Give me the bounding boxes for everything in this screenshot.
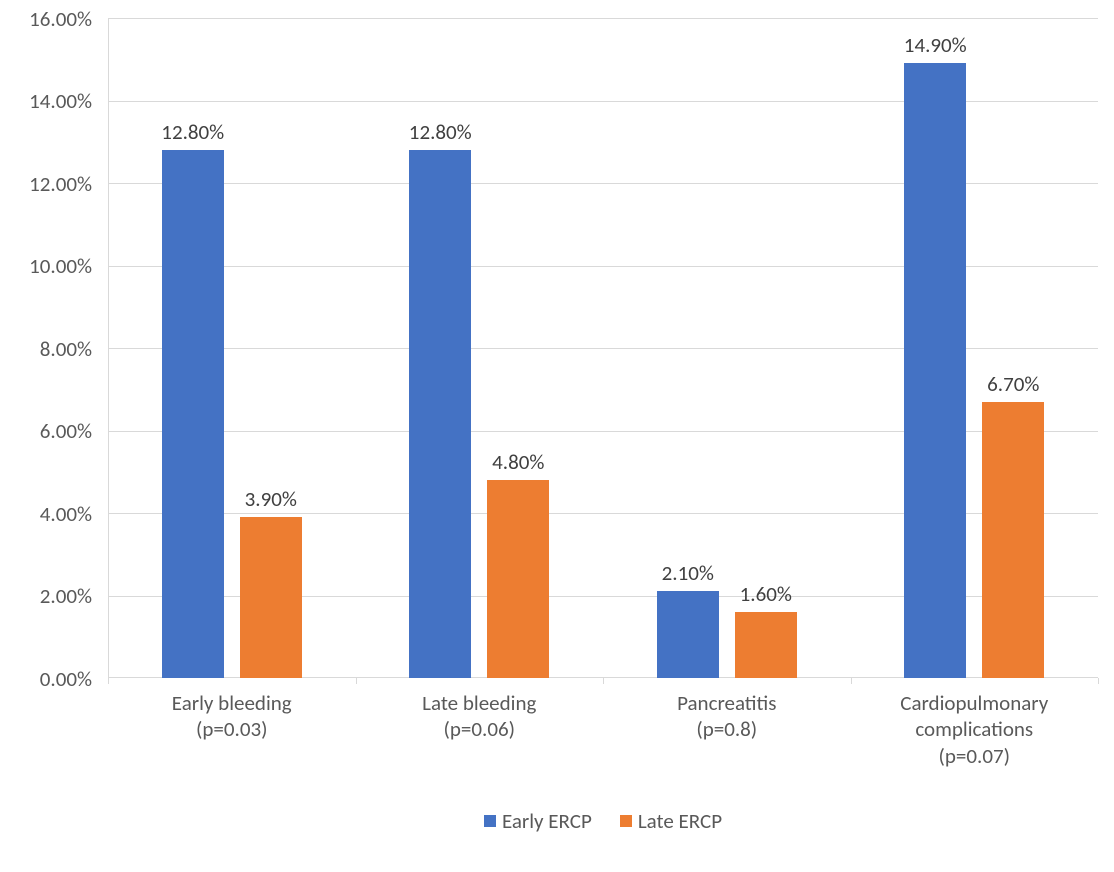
- x-tick-label: Pancreatitis (p=0.8): [603, 690, 851, 743]
- data-label: 4.80%: [463, 449, 573, 475]
- data-label: 3.90%: [216, 486, 326, 512]
- legend-label: Late ERCP: [638, 808, 722, 834]
- y-tick-label: 10.00%: [0, 253, 92, 279]
- data-label: 12.80%: [138, 119, 248, 145]
- data-label: 12.80%: [385, 119, 495, 145]
- y-tick-label: 14.00%: [0, 88, 92, 114]
- y-tick-label: 16.00%: [0, 6, 92, 32]
- x-tick-mark: [603, 678, 604, 684]
- bar-late-ercp: [735, 612, 797, 678]
- legend: Early ERCP Late ERCP: [108, 808, 1098, 834]
- y-tick-label: 0.00%: [0, 666, 92, 692]
- y-tick-label: 8.00%: [0, 336, 92, 362]
- bar-early-ercp: [162, 150, 224, 678]
- bar-early-ercp: [409, 150, 471, 678]
- y-tick-label: 6.00%: [0, 418, 92, 444]
- y-tick-label: 4.00%: [0, 501, 92, 527]
- bar-early-ercp: [657, 591, 719, 678]
- legend-swatch: [484, 815, 496, 827]
- gridline: [109, 18, 1098, 19]
- x-tick-mark: [1098, 678, 1099, 684]
- bar-chart: 0.00% 2.00% 4.00% 6.00% 8.00% 10.00% 12.00% 14.…: [0, 0, 1114, 872]
- legend-label: Early ERCP: [502, 808, 592, 834]
- x-tick-mark: [108, 678, 109, 684]
- bar-early-ercp: [904, 63, 966, 678]
- y-tick-label: 12.00%: [0, 171, 92, 197]
- legend-item: Late ERCP: [620, 808, 722, 834]
- legend-swatch: [620, 815, 632, 827]
- x-tick-label: Early bleeding (p=0.03): [108, 690, 356, 743]
- x-tick-mark: [356, 678, 357, 684]
- bar-late-ercp: [982, 402, 1044, 678]
- x-tick-label: Cardiopulmonary complications (p=0.07): [851, 690, 1099, 769]
- bar-late-ercp: [487, 480, 549, 678]
- bar-late-ercp: [240, 517, 302, 678]
- x-tick-mark: [851, 678, 852, 684]
- data-label: 14.90%: [880, 32, 990, 58]
- data-label: 6.70%: [958, 371, 1068, 397]
- legend-item: Early ERCP: [484, 808, 592, 834]
- y-tick-label: 2.00%: [0, 583, 92, 609]
- data-label: 1.60%: [711, 581, 821, 607]
- x-tick-label: Late bleeding (p=0.06): [356, 690, 604, 743]
